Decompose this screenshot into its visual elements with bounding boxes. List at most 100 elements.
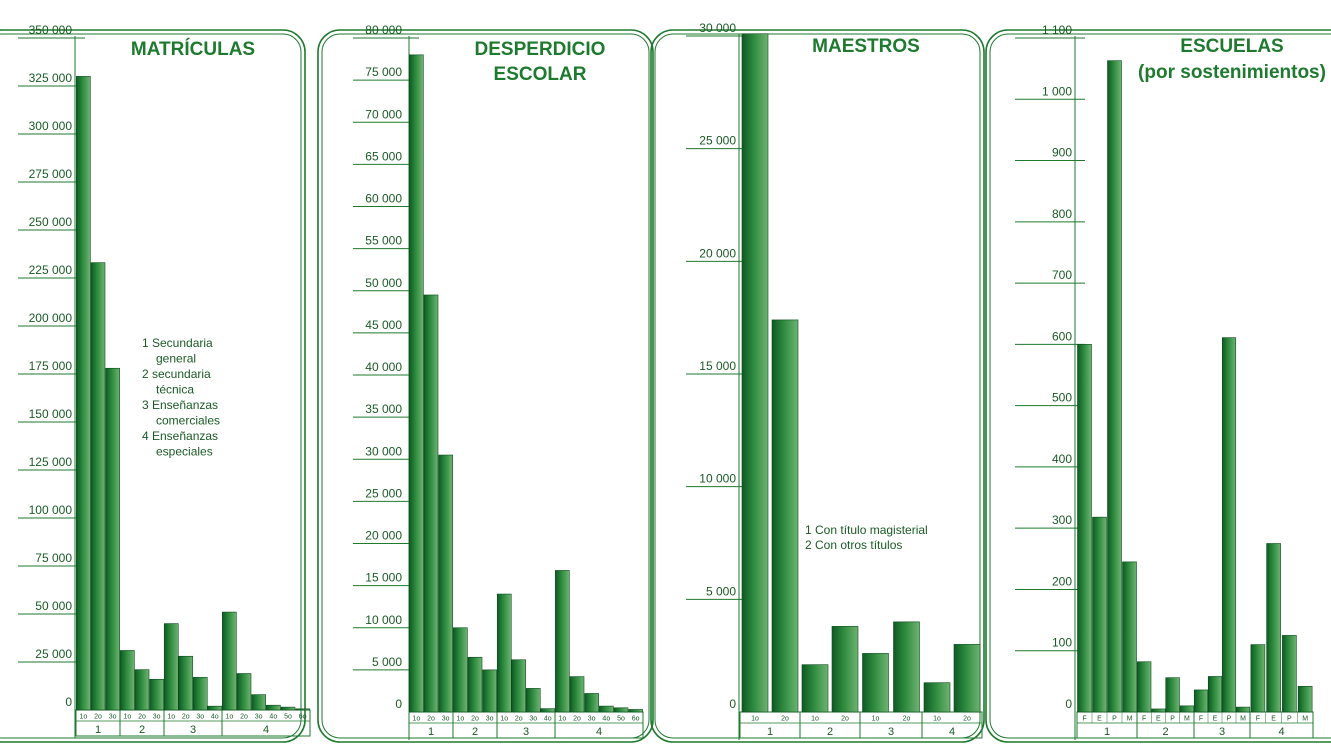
y-tick-label: 40 000	[365, 360, 402, 374]
bar	[1077, 344, 1092, 713]
bar	[953, 644, 981, 713]
chart-title: MATRÍCULAS	[131, 38, 255, 60]
category-label: 2o	[240, 714, 248, 721]
bar	[1122, 561, 1137, 713]
bar	[923, 682, 951, 713]
category-label: 2o	[781, 716, 789, 723]
legend-entry: 1 Secundaria	[142, 336, 213, 350]
bar	[511, 659, 527, 713]
category-label: F	[1199, 716, 1203, 723]
bar	[453, 627, 468, 713]
group-label: 4	[596, 726, 602, 738]
bar	[207, 705, 223, 711]
bar	[613, 707, 629, 713]
y-tick-label: 5 000	[706, 584, 736, 598]
category-label: M	[1240, 716, 1246, 723]
category-label: E	[1156, 716, 1161, 723]
category-label: M	[1302, 716, 1308, 723]
bar	[1266, 543, 1281, 713]
group-label: 3	[1219, 726, 1225, 738]
category-label: 5o	[284, 714, 292, 721]
category-label: P	[1112, 716, 1117, 723]
category-label: 2o	[182, 714, 190, 721]
bar	[555, 570, 570, 713]
y-tick-label: 1 100	[1042, 23, 1072, 37]
category-label: F	[1082, 716, 1086, 723]
chart-title: MAESTROS	[812, 36, 920, 57]
group-label: 1	[767, 726, 773, 738]
y-tick-label: 65 000	[365, 149, 402, 163]
chart-title: ESCUELAS	[1180, 36, 1283, 57]
bar	[236, 673, 252, 711]
y-tick-label: 400	[1052, 452, 1072, 466]
legend-entry: general	[156, 352, 196, 366]
bar	[482, 669, 497, 713]
bar	[295, 708, 310, 711]
group-label: 4	[1278, 726, 1284, 738]
bar	[801, 664, 829, 713]
category-label: P	[1170, 716, 1175, 723]
legend-entry: especiales	[156, 445, 213, 459]
bar	[1136, 661, 1152, 713]
bar	[90, 262, 106, 711]
group-label: 3	[888, 726, 894, 738]
bar	[76, 76, 91, 711]
group-label: 2	[472, 726, 478, 738]
group-label: 3	[523, 726, 529, 738]
group-label: 4	[263, 724, 269, 736]
category-label: 3o	[588, 716, 596, 723]
y-tick-label: 45 000	[365, 318, 402, 332]
y-tick-label: 50 000	[35, 599, 72, 613]
category-label: 2o	[841, 716, 849, 723]
y-tick-label: 600	[1052, 329, 1072, 343]
category-label: 2o	[138, 714, 146, 721]
y-tick-label: 150 000	[29, 407, 73, 421]
y-tick-label: 60 000	[365, 192, 402, 206]
category-label: 3o	[529, 716, 537, 723]
y-tick-label: 300 000	[29, 119, 73, 133]
category-label: E	[1213, 716, 1218, 723]
category-label: F	[1142, 716, 1146, 723]
panel-frame-outer	[0, 29, 306, 743]
y-tick-label: 0	[65, 695, 72, 709]
bar	[409, 54, 424, 713]
category-label: 1o	[811, 716, 819, 723]
y-tick-label: 700	[1052, 268, 1072, 282]
bar	[1235, 706, 1251, 713]
category-label: 2o	[963, 716, 971, 723]
y-tick-label: 225 000	[29, 263, 73, 277]
bar	[266, 704, 281, 711]
chart-3: MAESTROS 0 5 000 10 000 15 000 20 000 25 000 30…	[686, 21, 983, 740]
group-label: 2	[827, 726, 833, 738]
y-tick-label: 200 000	[29, 311, 73, 325]
y-tick-label: 30 000	[365, 444, 402, 458]
chart-4: ESCUELAS (por sostenimientos) 0 100 200 300 40…	[1015, 23, 1326, 740]
bar	[438, 454, 453, 713]
chart-title: (por sostenimientos)	[1138, 62, 1326, 83]
panel-frame-outer	[985, 29, 1331, 743]
bar	[584, 693, 599, 713]
category-label: 2o	[903, 716, 911, 723]
category-label: 3o	[153, 714, 161, 721]
bar	[1179, 705, 1195, 713]
category-label: 1o	[412, 716, 420, 723]
y-tick-label: 20 000	[365, 529, 402, 543]
category-label: E	[1097, 716, 1102, 723]
y-tick-label: 5 000	[372, 655, 402, 669]
legend-entry: 4 Enseñanzas	[142, 429, 218, 443]
category-label: 2o	[573, 716, 581, 723]
bar	[1092, 516, 1107, 713]
y-tick-label: 250 000	[29, 215, 73, 229]
y-tick-label: 200	[1052, 574, 1072, 588]
bar	[741, 33, 769, 713]
category-label: 1o	[123, 714, 131, 721]
y-tick-label: 300	[1052, 513, 1072, 527]
group-label: 2	[139, 724, 145, 736]
panel-frame-outer	[650, 29, 985, 743]
category-label: 1o	[500, 716, 508, 723]
category-label: 1o	[456, 716, 464, 723]
group-label: 3	[190, 724, 196, 736]
bar	[599, 705, 614, 713]
